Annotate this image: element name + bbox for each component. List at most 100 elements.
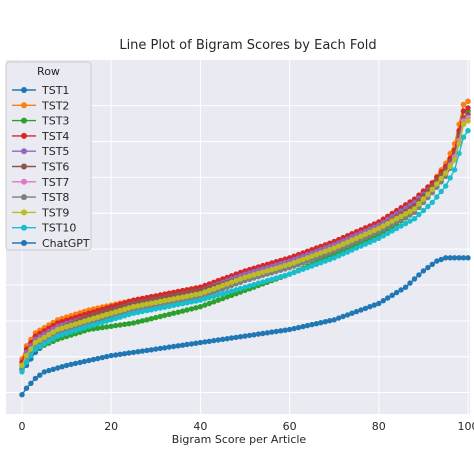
data-point [443,255,449,261]
series-layer [19,98,471,398]
data-point [126,311,132,318]
data-point [37,343,43,350]
data-point [95,314,101,320]
data-point [456,150,462,157]
data-point [202,296,208,302]
data-point [260,330,266,337]
data-point [336,315,342,321]
data-point [197,339,204,346]
data-point [393,289,400,296]
data-point [23,352,30,359]
legend-label: ChatGPT [42,237,90,250]
data-point [269,266,275,273]
data-point [220,295,226,302]
data-point [86,323,92,329]
data-point [104,318,110,324]
data-point [193,305,199,311]
data-point [224,281,230,287]
data-point [380,233,386,239]
legend-item-TST9: TST9 [12,206,69,219]
data-point [166,311,172,317]
data-point [166,344,172,350]
data-point [344,312,351,318]
data-point [166,297,172,303]
data-point [197,291,204,297]
data-point [59,325,65,331]
data-point [389,228,395,234]
data-point [126,350,132,356]
data-point [157,345,163,352]
data-point [278,328,284,334]
data-point [425,264,431,271]
data-point [121,321,128,327]
data-point [322,319,328,325]
x-tick-label: 60 [283,420,297,433]
legend-label: TST4 [41,130,69,143]
data-point [318,320,324,326]
data-point [135,303,141,309]
legend: Row TST1 TST2 TST3 TST4 TST5 TST6 TST7 TST8 TST9 T… [5,61,92,251]
data-point [447,255,453,261]
data-point [206,287,212,294]
data-point [385,295,391,301]
data-point [309,321,315,328]
data-point [72,360,79,367]
data-point [376,300,382,307]
data-point [202,339,208,345]
data-point [367,239,373,245]
data-point [251,332,257,338]
data-point [246,273,253,279]
data-point [438,188,444,195]
legend-marker [21,209,27,216]
data-point [228,279,235,285]
data-point [41,369,47,375]
legend-marker [21,178,27,185]
data-point [193,340,199,346]
data-point [126,305,132,311]
data-point [322,248,328,254]
data-point [260,269,266,275]
data-point [291,325,297,332]
data-point [460,134,467,140]
legend-label: TST7 [41,176,69,189]
data-point [90,322,97,328]
data-point [95,355,101,362]
legend-marker [21,102,27,109]
legend-item-TST4: TST4 [12,130,69,143]
data-point [286,261,293,267]
data-point [117,307,123,314]
data-point [23,359,30,365]
data-point [282,327,288,333]
data-point [77,319,83,326]
data-point [349,237,355,243]
data-point [255,331,262,337]
data-point [295,324,302,331]
data-point [228,288,235,294]
data-point [264,268,270,274]
data-point [407,218,413,224]
data-point [242,284,248,290]
legend-marker [21,194,27,201]
data-point [385,230,391,237]
data-point [233,334,239,341]
data-point [286,326,293,333]
data-point [95,321,101,327]
legend-item-TST7: TST7 [12,176,69,189]
data-point [358,243,364,249]
legend-item-TST1: TST1 [12,84,69,97]
data-point [233,287,239,293]
data-point [55,326,61,333]
data-point [416,201,422,207]
data-point [362,231,369,237]
data-point [246,332,253,339]
data-point [162,297,168,304]
data-point [411,206,418,212]
x-tick-label: 20 [104,420,118,433]
data-point [63,324,70,330]
data-point [130,320,137,326]
data-point [188,292,195,299]
legend-label: TST1 [41,84,69,97]
data-point [451,157,458,163]
data-point [313,321,320,327]
data-point [367,304,373,310]
